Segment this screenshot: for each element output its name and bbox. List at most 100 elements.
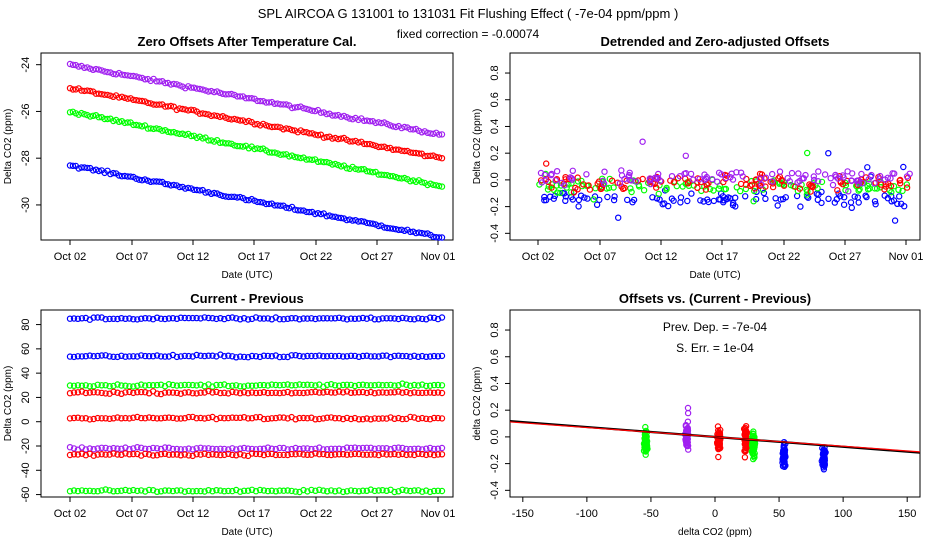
data-point	[347, 487, 355, 494]
data-point	[78, 164, 85, 171]
data-point	[407, 390, 414, 397]
data-point	[804, 149, 811, 157]
data-point	[86, 113, 94, 120]
data-point	[308, 451, 315, 458]
data-point	[809, 183, 816, 191]
data-point	[435, 182, 443, 190]
data-point	[403, 352, 410, 360]
data-point	[157, 353, 165, 360]
data-point	[829, 181, 837, 189]
y-tick-label: 0.6	[489, 92, 501, 107]
data-point	[126, 353, 133, 360]
data-point	[74, 487, 82, 495]
data-point	[355, 445, 363, 452]
data-point	[70, 487, 78, 494]
data-point	[189, 381, 196, 389]
data-point	[210, 88, 218, 96]
data-point	[363, 352, 370, 359]
data-point	[742, 429, 749, 436]
data-point	[229, 382, 236, 389]
data-point	[265, 99, 273, 106]
data-point	[628, 188, 635, 196]
data-point	[300, 414, 307, 422]
x-tick-label: Oct 27	[829, 251, 861, 263]
data-point	[292, 416, 299, 423]
data-point	[81, 110, 88, 118]
data-point	[818, 199, 825, 207]
data-point	[371, 487, 378, 495]
data-point	[221, 445, 228, 453]
data-point	[339, 381, 347, 389]
x-tick-label: Oct 12	[645, 251, 677, 263]
data-point	[205, 314, 212, 322]
data-point	[137, 352, 145, 359]
data-point	[256, 353, 264, 361]
data-point	[81, 64, 88, 72]
data-point	[130, 353, 137, 360]
data-point	[655, 170, 662, 178]
data-point	[611, 193, 618, 200]
data-point	[197, 487, 204, 495]
data-point	[197, 381, 204, 388]
data-point	[232, 414, 240, 421]
data-point	[401, 123, 408, 131]
data-point	[161, 315, 169, 323]
data-point	[296, 352, 303, 360]
data-point	[430, 314, 438, 321]
data-point	[418, 178, 425, 186]
data-point	[185, 452, 192, 459]
data-point	[351, 444, 359, 451]
data-point	[371, 390, 378, 397]
data-point	[415, 229, 423, 236]
data-point	[859, 179, 866, 187]
data-point	[569, 167, 577, 174]
data-point	[627, 185, 634, 192]
data-point	[351, 450, 359, 458]
data-point	[568, 189, 575, 196]
data-point	[110, 450, 117, 457]
data-point	[102, 352, 109, 359]
data-point	[296, 389, 303, 397]
data-point	[590, 196, 597, 203]
data-point	[92, 65, 100, 73]
data-point	[277, 151, 284, 158]
data-point	[225, 446, 232, 453]
data-point	[216, 191, 224, 199]
data-point	[86, 383, 94, 390]
data-point	[415, 150, 423, 157]
x-tick-label: Oct 12	[177, 251, 209, 263]
data-point	[167, 81, 175, 88]
data-point	[167, 129, 175, 136]
data-point	[359, 381, 367, 388]
data-point	[189, 353, 196, 360]
data-point	[260, 415, 268, 423]
data-point	[684, 404, 692, 412]
data-point	[169, 414, 177, 422]
figure-title: SPL AIRCOA G 131001 to 131031 Fit Flushi…	[257, 6, 679, 21]
data-point	[411, 487, 418, 494]
data-point	[221, 353, 228, 360]
data-point	[793, 192, 801, 200]
y-tick-label: 0.2	[489, 146, 501, 161]
data-point	[228, 193, 235, 200]
data-point	[177, 382, 184, 389]
data-point	[881, 192, 888, 199]
data-point	[216, 89, 224, 97]
plot-frame	[40, 309, 454, 498]
data-point	[300, 381, 307, 389]
x-tick-label: Oct 02	[522, 251, 554, 263]
data-point	[199, 110, 206, 117]
y-axis-label: Delta CO2 (ppm)	[3, 366, 14, 442]
data-point	[205, 387, 212, 395]
data-point	[320, 415, 327, 422]
data-point	[262, 200, 270, 208]
data-point	[81, 164, 88, 171]
data-point	[401, 227, 408, 234]
data-point	[184, 184, 192, 192]
plot-title: Detrended and Zero-adjusted Offsets	[601, 34, 830, 49]
data-point	[288, 315, 295, 322]
data-point	[86, 416, 94, 423]
data-point	[141, 382, 149, 389]
data-point	[118, 382, 125, 389]
data-point	[66, 109, 74, 116]
